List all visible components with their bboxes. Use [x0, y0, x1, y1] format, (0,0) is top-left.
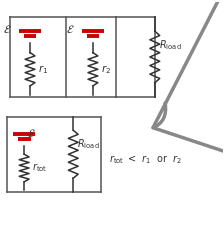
Text: $R_\mathrm{load}$: $R_\mathrm{load}$: [159, 38, 181, 52]
Text: $r_1$: $r_1$: [38, 63, 48, 76]
Text: $r_\mathrm{tot}\ <\ r_1\ \ \mathrm{or}\ \ r_2$: $r_\mathrm{tot}\ <\ r_1\ \ \mathrm{or}\ …: [109, 153, 182, 166]
Text: $\mathcal{E}$: $\mathcal{E}$: [66, 23, 74, 36]
Text: $\mathcal{E}$: $\mathcal{E}$: [27, 127, 36, 139]
FancyArrowPatch shape: [153, 0, 224, 200]
Text: $R_\mathrm{load}$: $R_\mathrm{load}$: [77, 137, 100, 151]
Text: $r_\mathrm{tot}$: $r_\mathrm{tot}$: [32, 162, 47, 174]
Text: $r_2$: $r_2$: [101, 63, 111, 76]
Text: $\mathcal{E}$: $\mathcal{E}$: [3, 23, 11, 36]
